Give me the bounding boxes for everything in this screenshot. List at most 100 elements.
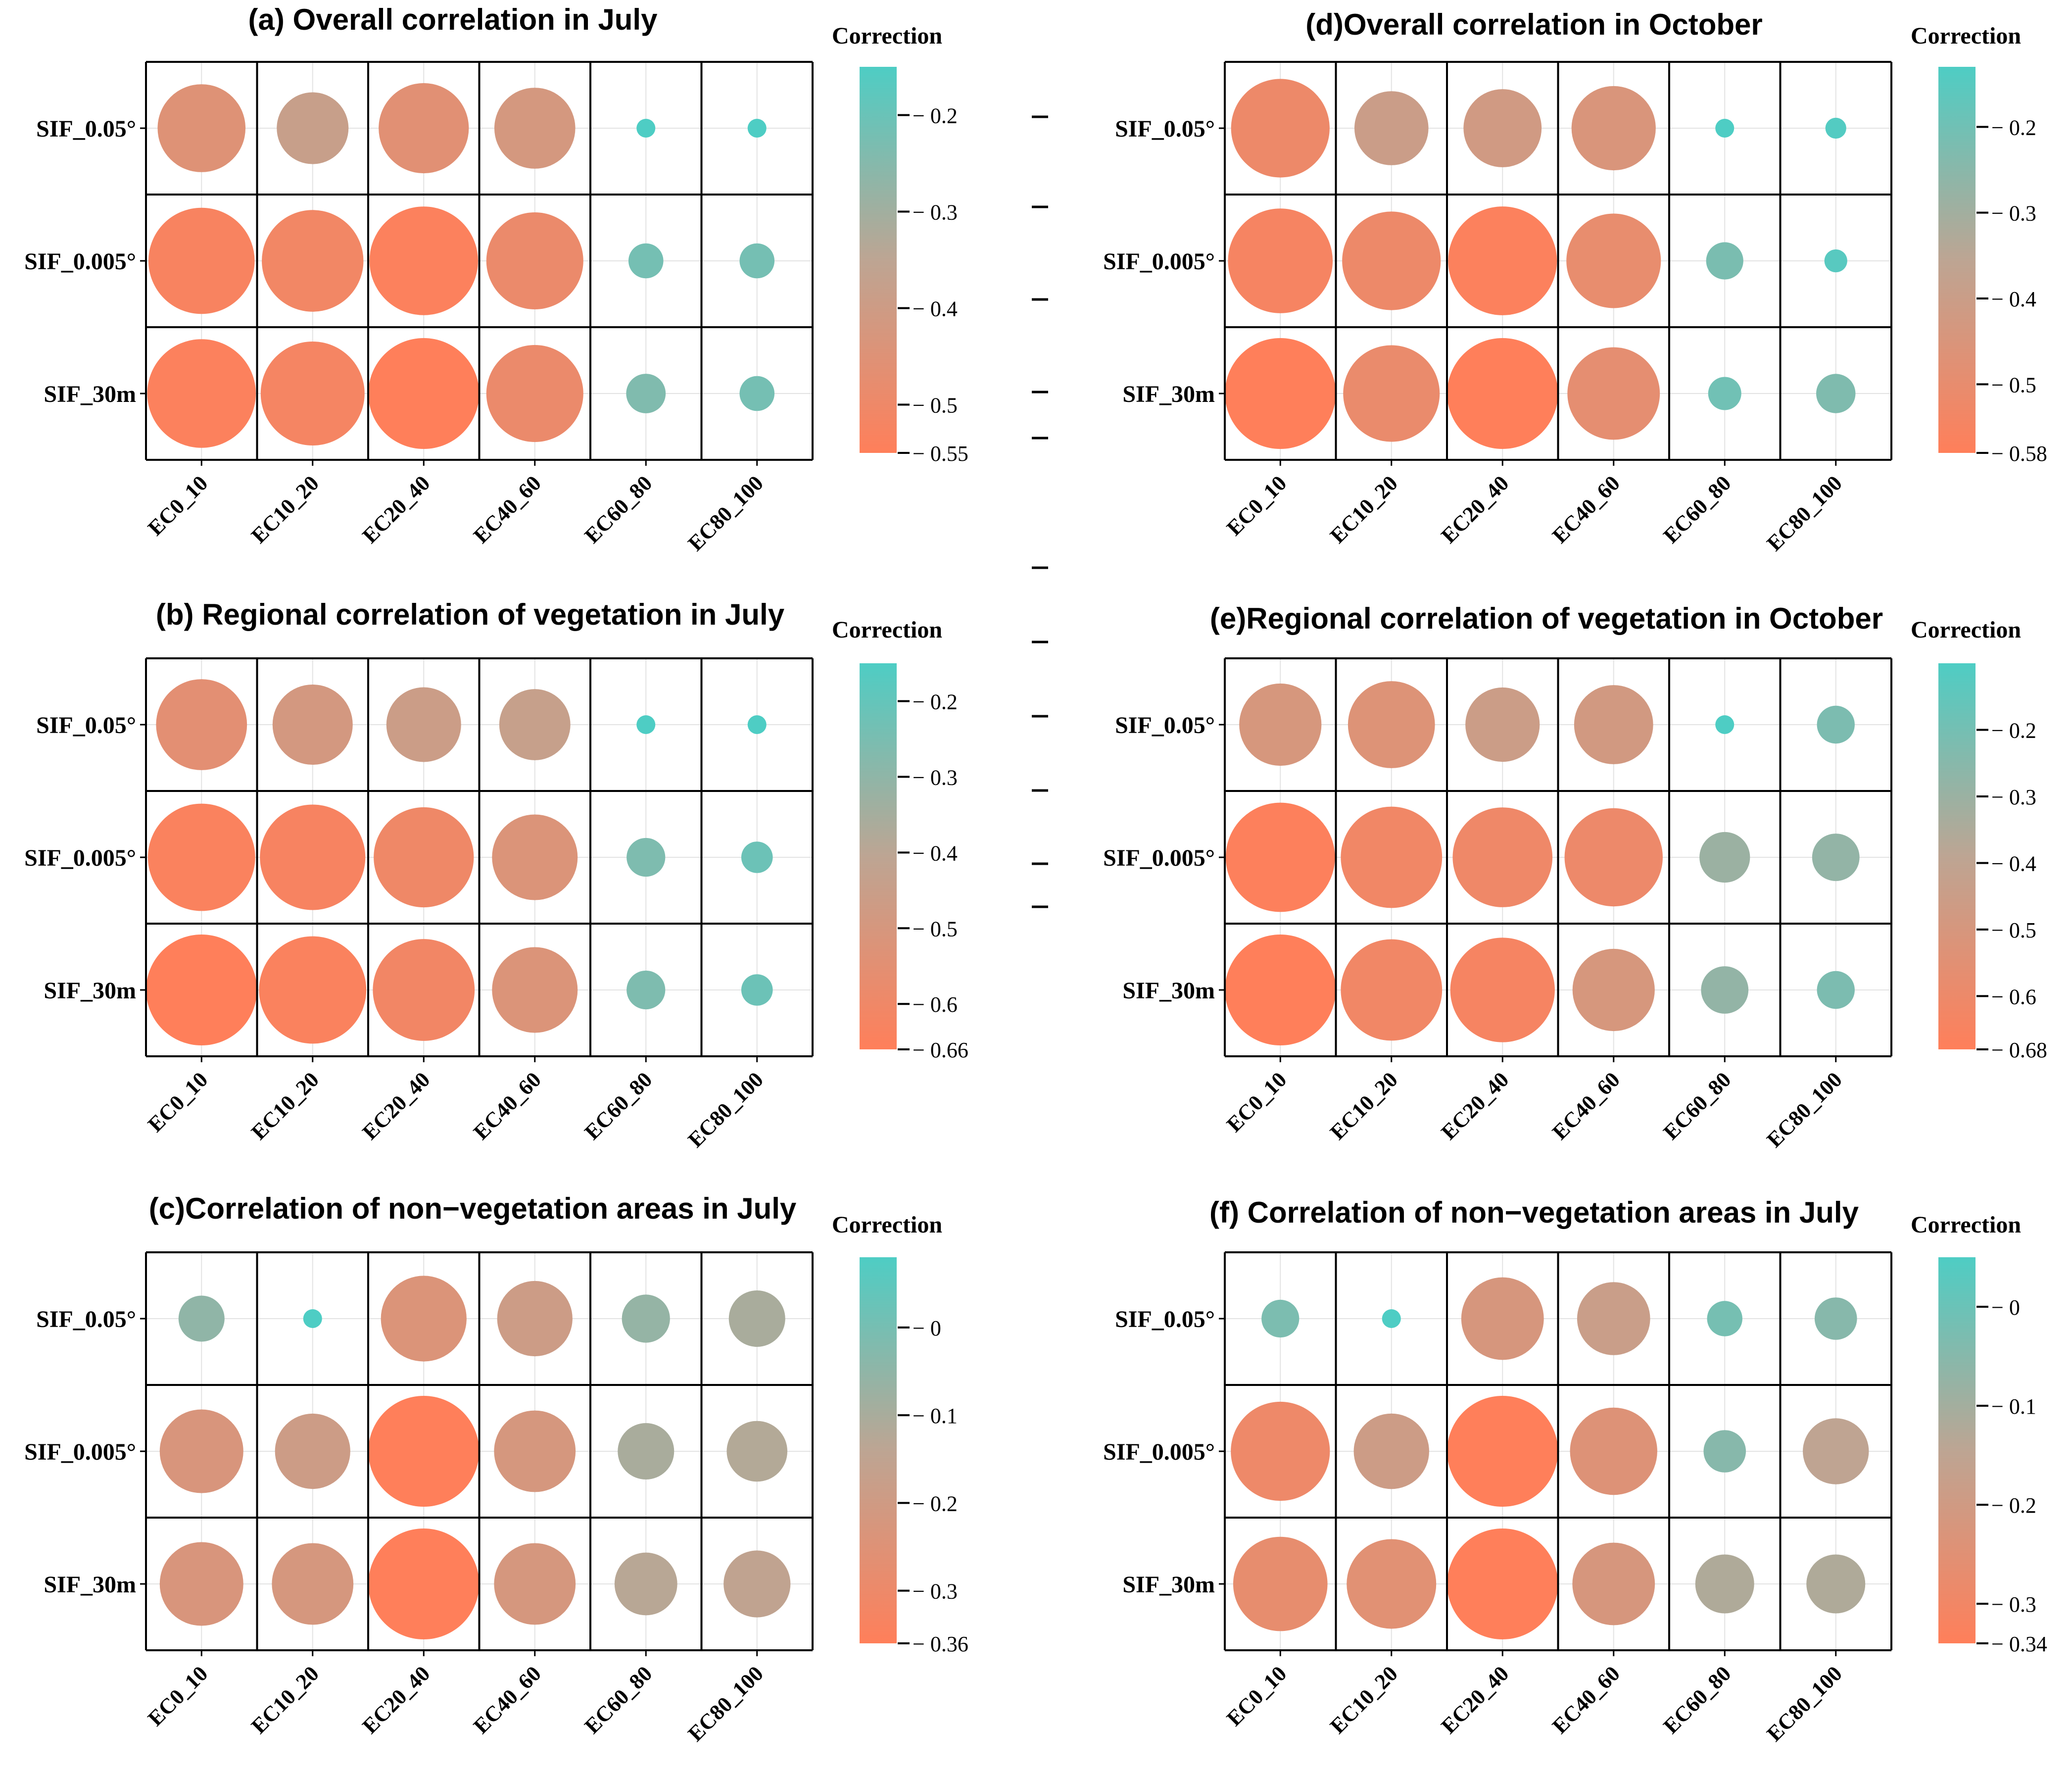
row-label: SIF_30m bbox=[1122, 978, 1215, 1004]
column-label: EC20_40 bbox=[1437, 1661, 1514, 1738]
column-label: EC80_100 bbox=[1762, 1067, 1847, 1152]
panel-title: (e)Regional correlation of vegetation in… bbox=[1210, 602, 1883, 635]
column-label: EC40_60 bbox=[469, 471, 546, 548]
bubble-c-r0-c5 bbox=[728, 1290, 785, 1347]
bubble-f-r1-c4 bbox=[1703, 1430, 1746, 1473]
bubble-e-r1-c4 bbox=[1699, 832, 1750, 883]
column-label: EC80_100 bbox=[1762, 471, 1847, 555]
column-label: EC10_20 bbox=[1325, 1661, 1402, 1738]
panel-a: (a) Overall correlation in July SIF_0.05°… bbox=[24, 3, 968, 556]
bubble-f-r2-c5 bbox=[1806, 1554, 1866, 1614]
column-label: EC0_10 bbox=[143, 1661, 212, 1730]
column-label: EC10_20 bbox=[1325, 471, 1402, 548]
bubble-f-r2-c0 bbox=[1233, 1536, 1328, 1631]
legend-title: Correction bbox=[1911, 617, 2021, 643]
bubble-f-r1-c2 bbox=[1447, 1396, 1558, 1507]
bubble-e-r2-c1 bbox=[1341, 939, 1443, 1041]
column-label: EC60_80 bbox=[1659, 471, 1736, 548]
bubble-f-r1-c3 bbox=[1570, 1407, 1657, 1495]
legend-tick-label: − 0.4 bbox=[1991, 851, 2036, 876]
bubble-f-r1-c5 bbox=[1803, 1418, 1869, 1484]
row-label: SIF_0.05° bbox=[36, 116, 136, 142]
bubble-a-r1-c0 bbox=[148, 207, 255, 314]
bubble-f-r0-c1 bbox=[1382, 1309, 1401, 1328]
bubble-f-r1-c1 bbox=[1353, 1413, 1429, 1489]
legend-tick-label: − 0.5 bbox=[913, 917, 958, 941]
panel-title: (a) Overall correlation in July bbox=[248, 3, 658, 36]
bubble-e-r1-c3 bbox=[1564, 808, 1663, 907]
column-label: EC40_60 bbox=[1547, 1067, 1625, 1144]
row-label: SIF_0.05° bbox=[1115, 116, 1215, 142]
bubble-d-r1-c5 bbox=[1824, 249, 1847, 273]
column-label: EC60_80 bbox=[1659, 1067, 1736, 1144]
bubble-c-r0-c1 bbox=[303, 1309, 322, 1328]
legend-tick-label: − 0.2 bbox=[913, 104, 958, 128]
column-label: EC0_10 bbox=[1222, 1661, 1291, 1730]
legend-tick-label: − 0 bbox=[913, 1316, 941, 1340]
bubble-c-r0-c2 bbox=[381, 1276, 467, 1362]
bubble-d-r2-c5 bbox=[1816, 374, 1856, 413]
bubble-a-r2-c5 bbox=[739, 376, 775, 411]
colorbar bbox=[1938, 663, 1976, 1049]
column-label: EC40_60 bbox=[469, 1661, 546, 1738]
row-label: SIF_0.05° bbox=[36, 1306, 136, 1332]
bubble-a-r1-c3 bbox=[486, 212, 583, 309]
colorbar bbox=[860, 1257, 897, 1643]
column-label: EC0_10 bbox=[143, 471, 212, 540]
bubble-b-r1-c2 bbox=[374, 807, 474, 908]
legend-tick-label: − 0.4 bbox=[1991, 287, 2036, 311]
bubble-c-r0-c4 bbox=[622, 1294, 670, 1343]
column-label: EC60_80 bbox=[580, 1661, 657, 1738]
bubble-b-r1-c3 bbox=[492, 814, 578, 900]
column-label: EC20_40 bbox=[358, 1067, 435, 1144]
legend-tick-label: − 0.5 bbox=[1991, 373, 2036, 397]
legend-tick-label: − 0.36 bbox=[913, 1632, 968, 1656]
bubble-f-r0-c4 bbox=[1707, 1301, 1742, 1336]
bubble-f-r1-c0 bbox=[1231, 1401, 1330, 1501]
legend-tick-label: − 0.4 bbox=[913, 297, 958, 321]
bubble-a-r1-c1 bbox=[262, 210, 364, 312]
legend-tick-label: − 0.5 bbox=[913, 394, 958, 418]
panel-title: (c)Correlation of non−vegetation areas i… bbox=[149, 1192, 797, 1225]
legend-tick-label: − 0.6 bbox=[913, 992, 958, 1017]
legend-tick-label: − 0.68 bbox=[1991, 1038, 2047, 1062]
legend-tick-label: − 0.3 bbox=[1991, 785, 2036, 809]
bubble-f-r2-c2 bbox=[1447, 1528, 1558, 1639]
bubble-e-r0-c5 bbox=[1817, 705, 1855, 744]
bubble-c-r2-c2 bbox=[368, 1528, 480, 1639]
bubble-c-r2-c4 bbox=[614, 1552, 677, 1616]
bubble-c-r1-c5 bbox=[726, 1421, 788, 1482]
bubble-b-r2-c3 bbox=[492, 947, 578, 1033]
bubble-a-r1-c2 bbox=[369, 206, 478, 315]
column-label: EC60_80 bbox=[1659, 1661, 1736, 1738]
column-label: EC40_60 bbox=[1547, 471, 1625, 548]
legend-tick-label: − 0.3 bbox=[913, 200, 958, 225]
bubble-c-r1-c2 bbox=[368, 1396, 480, 1507]
bubble-d-r0-c1 bbox=[1354, 91, 1429, 165]
bubble-b-r2-c0 bbox=[146, 935, 257, 1045]
row-label: SIF_0.05° bbox=[1115, 1306, 1215, 1332]
bubble-d-r0-c3 bbox=[1571, 86, 1656, 171]
column-label: EC10_20 bbox=[246, 1067, 324, 1144]
panel-title: (f) Correlation of non−vegetation areas … bbox=[1209, 1196, 1859, 1229]
bubble-f-r2-c3 bbox=[1572, 1542, 1655, 1626]
row-label: SIF_0.005° bbox=[1103, 845, 1215, 871]
bubble-c-r2-c3 bbox=[494, 1543, 576, 1625]
row-label: SIF_30m bbox=[1122, 1572, 1215, 1598]
row-label: SIF_30m bbox=[44, 978, 136, 1004]
bubble-b-r0-c2 bbox=[386, 687, 461, 762]
row-label: SIF_0.05° bbox=[1115, 712, 1215, 739]
bubble-b-r2-c5 bbox=[741, 974, 773, 1006]
legend-tick-label: − 0.1 bbox=[1991, 1394, 2036, 1419]
bubble-d-r0-c5 bbox=[1825, 117, 1846, 139]
legend-tick-label: − 0 bbox=[1991, 1295, 2020, 1320]
bubble-d-r2-c4 bbox=[1708, 377, 1741, 410]
bubble-e-r0-c4 bbox=[1715, 715, 1735, 734]
colorbar bbox=[860, 663, 897, 1049]
bubble-c-r2-c0 bbox=[159, 1542, 243, 1626]
bubble-b-r0-c5 bbox=[747, 715, 767, 734]
panel-title: (b) Regional correlation of vegetation i… bbox=[156, 598, 785, 631]
column-label: EC80_100 bbox=[1762, 1661, 1847, 1746]
bubble-e-r0-c2 bbox=[1465, 687, 1540, 762]
legend-tick-label: − 0.2 bbox=[1991, 115, 2036, 140]
